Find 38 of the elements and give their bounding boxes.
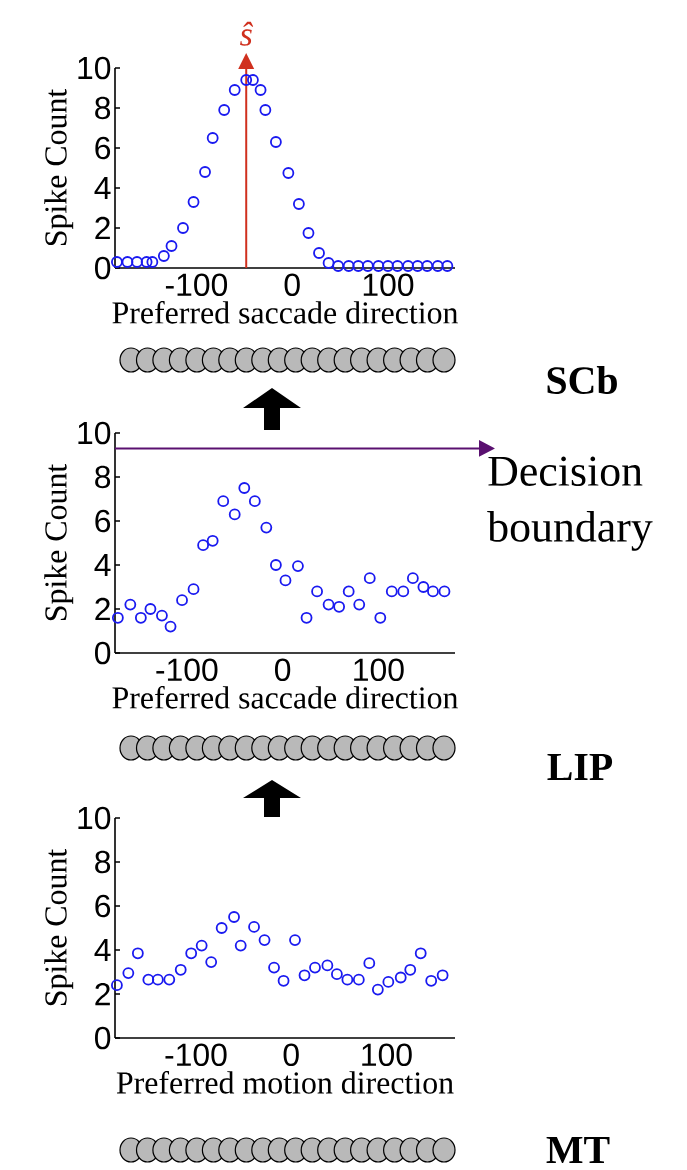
y-tick-label: 8 — [95, 850, 110, 874]
y-tick-label: 8 — [95, 96, 110, 120]
x-tick-label: -100 — [165, 273, 227, 297]
y-tick-label: 0 — [94, 641, 111, 665]
y-tick-label: 8 — [95, 465, 110, 489]
y-tick-label: 10 — [78, 806, 111, 830]
y-tick-label: 6 — [95, 509, 110, 533]
y-tick-label: 4 — [94, 554, 111, 576]
legend-label: Decision boundary — [487, 456, 653, 551]
y-tick-label: 2 — [95, 982, 110, 1006]
y-tick-label: 4 — [94, 939, 111, 961]
y-tick-label: 4 — [94, 177, 111, 199]
y-axis-title: Spike Count — [44, 848, 74, 1006]
x-tick-label: -100 — [165, 1043, 227, 1067]
y-tick-label: 0 — [94, 256, 111, 280]
x-tick-label: 100 — [363, 273, 414, 297]
text: LIP — [547, 753, 612, 781]
x-axis-title: Preferred saccade direction — [112, 685, 458, 709]
y-tick-label: 10 — [78, 421, 111, 445]
text: SCb — [547, 365, 617, 395]
y-tick-label: 2 — [95, 597, 110, 621]
x-tick-label: -100 — [156, 658, 218, 682]
x-tick-label: 0 — [274, 658, 291, 682]
y-axis-title: Spike Count — [44, 88, 74, 246]
ref-line-label: ŝ — [239, 21, 253, 46]
x-axis-title: Preferred saccade direction — [112, 300, 458, 324]
x-tick-label: 100 — [362, 1043, 412, 1067]
x-tick-label: 0 — [283, 1043, 299, 1067]
text: MT — [546, 1136, 610, 1164]
y-tick-label: 6 — [95, 894, 110, 918]
x-axis-title: Preferred motion direction — [116, 1070, 454, 1094]
y-tick-label: 0 — [94, 1026, 111, 1050]
y-tick-label: 6 — [95, 136, 110, 160]
x-tick-label: 0 — [284, 273, 300, 297]
y-tick-label: 10 — [78, 56, 111, 80]
x-tick-label: 100 — [354, 658, 404, 682]
y-tick-label: 2 — [95, 216, 110, 240]
y-axis-title: Spike Count — [44, 463, 74, 621]
